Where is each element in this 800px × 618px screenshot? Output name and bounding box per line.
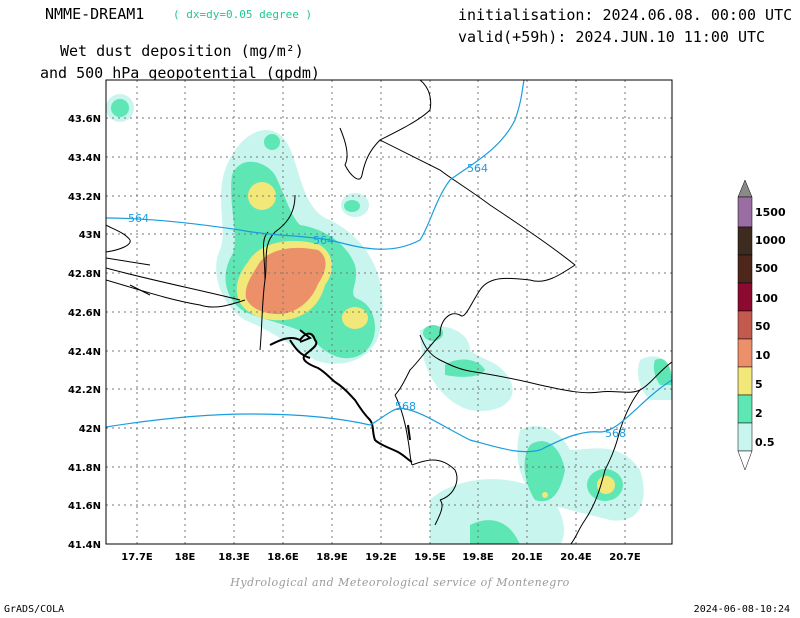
lon-tick-label: 18.6E xyxy=(267,552,299,563)
legend-swatch-0-5 xyxy=(737,422,753,452)
software-label: GrADS/COLA xyxy=(4,604,65,615)
legend-label: 50 xyxy=(755,320,771,333)
map-grid xyxy=(106,80,672,544)
credit-line: Hydrological and Meteorological service … xyxy=(230,576,570,589)
legend-label: 100 xyxy=(755,292,778,305)
legend-label: 500 xyxy=(755,262,778,275)
coastline xyxy=(269,329,413,463)
lon-tick-label: 19.8E xyxy=(462,552,494,563)
model-name: NMME-DREAM1 xyxy=(45,5,145,23)
model-resolution: ( dx=dy=0.05 degree ) xyxy=(173,8,313,21)
map-frame xyxy=(105,79,673,545)
legend-swatch-50 xyxy=(737,310,753,340)
legend-swatch-500 xyxy=(737,254,753,284)
contour-label: 564 xyxy=(467,162,488,175)
legend-arrow-bottom xyxy=(737,450,753,471)
lon-tick-label: 20.7E xyxy=(609,552,641,563)
lon-tick-label: 17.7E xyxy=(121,552,153,563)
map-title-line2: and 500 hPa geopotential (gpdm) xyxy=(40,64,320,82)
lat-tick-label: 42N xyxy=(79,424,101,435)
valid-time: valid(+59h): 2024.JUN.10 11:00 UTC xyxy=(458,28,766,46)
legend-label: 1500 xyxy=(755,206,786,219)
lat-tick-label: 43.6N xyxy=(68,114,101,125)
map-title-line1: Wet dust deposition (mg/m²) xyxy=(60,42,304,60)
lon-tick-label: 18.3E xyxy=(218,552,250,563)
legend-label: 0.5 xyxy=(755,436,775,449)
lon-tick-label: 20.4E xyxy=(560,552,592,563)
lon-tick-label: 19.5E xyxy=(414,552,446,563)
contour-label: 564 xyxy=(313,234,334,247)
color-legend xyxy=(737,179,753,471)
legend-labels: 1500 1000 500 100 50 10 5 2 0.5 xyxy=(755,206,786,449)
legend-label: 10 xyxy=(755,349,771,362)
lon-tick-label: 18.9E xyxy=(316,552,348,563)
contour-label: 564 xyxy=(128,212,149,225)
legend-swatch-1500 xyxy=(737,196,753,228)
contour-label: 568 xyxy=(395,400,416,413)
initialisation-time: initialisation: 2024.06.08. 00:00 UTC xyxy=(458,6,793,24)
lon-tick-label: 20.1E xyxy=(511,552,543,563)
contour-label: 568 xyxy=(605,427,626,440)
longitude-axis: 17.7E 18E 18.3E 18.6E 18.9E 19.2E 19.5E … xyxy=(121,552,641,563)
legend-swatch-10 xyxy=(737,338,753,368)
lat-tick-label: 41.8N xyxy=(68,463,101,474)
lon-tick-label: 18E xyxy=(175,552,196,563)
legend-label: 5 xyxy=(755,378,763,391)
latitude-axis: 43.6N 43.4N 43.2N 43N 42.8N 42.6N 42.4N … xyxy=(68,114,101,551)
lat-tick-label: 41.6N xyxy=(68,501,101,512)
lat-tick-label: 42.8N xyxy=(68,269,101,280)
contour-labels: 564 564 564 568 568 xyxy=(128,162,626,440)
lat-tick-label: 42.4N xyxy=(68,347,101,358)
lat-tick-label: 43.2N xyxy=(68,192,101,203)
lat-tick-label: 43.4N xyxy=(68,153,101,164)
legend-swatch-100 xyxy=(737,282,753,312)
legend-label: 1000 xyxy=(755,234,786,247)
lon-tick-label: 19.2E xyxy=(365,552,397,563)
lat-tick-label: 42.2N xyxy=(68,385,101,396)
legend-swatch-2 xyxy=(737,394,753,424)
lat-tick-label: 41.4N xyxy=(68,540,101,551)
lat-tick-label: 43N xyxy=(79,230,101,241)
legend-label: 2 xyxy=(755,407,763,420)
lat-tick-label: 42.6N xyxy=(68,308,101,319)
legend-swatch-1000 xyxy=(737,226,753,256)
generation-timestamp: 2024-06-08-10:24 xyxy=(693,604,790,615)
legend-arrow-top xyxy=(737,179,753,198)
legend-swatch-5 xyxy=(737,366,753,396)
geopotential-contours xyxy=(106,80,672,453)
